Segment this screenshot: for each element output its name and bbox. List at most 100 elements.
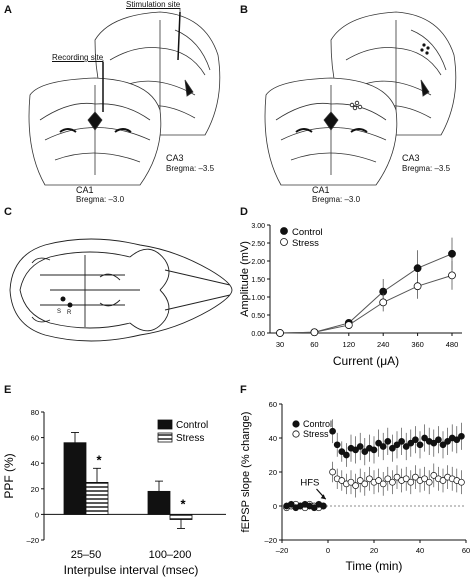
panel-label-c: C bbox=[4, 206, 12, 218]
y-tick-label: 0.50 bbox=[251, 313, 265, 320]
panel-label-f: F bbox=[240, 384, 247, 396]
x-axis-label: Time (min) bbox=[346, 559, 403, 573]
y-tick-label: 1.50 bbox=[251, 277, 265, 284]
bregma-upper-label-b: Bregma: –3.5 bbox=[402, 164, 451, 173]
y-tick-label: 2.50 bbox=[251, 241, 265, 248]
y-tick-label: 0 bbox=[35, 510, 39, 519]
significance-asterisk: * bbox=[96, 452, 102, 467]
data-point-control bbox=[407, 439, 415, 447]
data-point-control bbox=[352, 446, 359, 454]
y-tick-label: –20 bbox=[26, 536, 39, 545]
data-point-control bbox=[453, 436, 461, 444]
y-tick-label: 0.00 bbox=[251, 331, 265, 338]
legend-marker-stress bbox=[292, 430, 300, 438]
panel-b-brain-sections bbox=[264, 11, 457, 186]
data-point-stress bbox=[430, 472, 438, 479]
legend-marker-control bbox=[292, 420, 300, 428]
data-point-control bbox=[356, 443, 364, 450]
data-point-stress bbox=[329, 468, 336, 476]
marker-r-label: R bbox=[67, 310, 72, 316]
panel-label-a: A bbox=[4, 4, 12, 16]
data-point-stress bbox=[352, 482, 359, 489]
data-point-stress bbox=[356, 477, 364, 484]
hfs-label: HFS bbox=[300, 478, 319, 489]
y-tick-label: 20 bbox=[269, 468, 277, 477]
data-point-stress bbox=[366, 475, 373, 483]
data-point-control bbox=[287, 500, 295, 508]
x-tick-label: 40 bbox=[416, 546, 424, 555]
x-tick-label: 30 bbox=[276, 340, 284, 349]
legend-label-control: Control bbox=[292, 227, 323, 238]
bregma-lower-label-b: Bregma: –3.0 bbox=[312, 195, 361, 204]
data-point-stress bbox=[458, 478, 465, 486]
data-point-control bbox=[412, 436, 419, 444]
data-point-control bbox=[379, 443, 387, 450]
x-tick-label: 480 bbox=[446, 340, 459, 349]
legend-swatch-control bbox=[157, 419, 173, 430]
data-point-stress bbox=[425, 478, 433, 486]
legend-swatch-stress bbox=[157, 432, 173, 443]
data-point-stress bbox=[412, 473, 419, 481]
legend-label-stress: Stress bbox=[303, 429, 329, 439]
x-axis-label: Interpulse interval (msec) bbox=[64, 563, 199, 577]
y-axis-label: PPF (%) bbox=[2, 453, 16, 498]
data-point-control bbox=[310, 504, 318, 512]
data-point-control bbox=[361, 448, 369, 455]
legend-marker-stress bbox=[280, 238, 288, 246]
y-tick-label: 40 bbox=[269, 434, 277, 443]
bregma-lower-label-a: Bregma: –3.0 bbox=[76, 195, 125, 204]
bregma-upper-label-a: Bregma: –3.5 bbox=[166, 164, 215, 173]
x-axis-label: Current (μA) bbox=[333, 354, 399, 368]
x-tick-label: 120 bbox=[343, 340, 356, 349]
legend-label-stress: Stress bbox=[292, 238, 319, 249]
data-point-control bbox=[320, 502, 327, 510]
recording-site-dots bbox=[349, 100, 363, 111]
data-point-stress bbox=[344, 321, 353, 329]
data-point-control bbox=[375, 439, 382, 447]
data-point-control bbox=[398, 438, 405, 445]
data-point-control bbox=[416, 441, 424, 449]
bar-control bbox=[63, 442, 87, 515]
panel-a-brain-sections bbox=[28, 8, 221, 186]
data-point-stress bbox=[421, 475, 428, 483]
x-tick-label: –20 bbox=[276, 546, 289, 555]
data-point-control bbox=[384, 438, 392, 445]
y-tick-label: 20 bbox=[31, 485, 39, 494]
panel-label-e: E bbox=[4, 384, 12, 396]
data-point-stress bbox=[338, 477, 346, 484]
x-tick-label: 20 bbox=[370, 546, 378, 555]
data-point-control bbox=[393, 441, 401, 449]
chart-e-ppf: –20 0 20 40 60 80 * 25–50 * 100–200 Interpulse int… bbox=[2, 408, 226, 577]
legend-label-control: Control bbox=[176, 420, 208, 431]
x-category-label: 25–50 bbox=[71, 549, 102, 561]
recording-site-label: Recording site bbox=[52, 53, 104, 62]
y-tick-label: 1.00 bbox=[251, 295, 265, 302]
region-ca1-label-b: CA1 bbox=[312, 185, 330, 195]
stimulation-site-dots bbox=[420, 43, 430, 55]
y-tick-label: 3.00 bbox=[251, 223, 265, 230]
series-line-control bbox=[279, 253, 453, 334]
y-tick-label: 40 bbox=[31, 459, 39, 468]
data-point-stress bbox=[439, 477, 447, 484]
legend-label-control: Control bbox=[303, 419, 332, 429]
y-tick-label: 60 bbox=[269, 400, 277, 409]
data-point-control bbox=[333, 441, 341, 449]
legend-label-stress: Stress bbox=[176, 433, 204, 444]
y-axis-label: fEPSP slope (% change) bbox=[240, 412, 252, 533]
data-point-stress bbox=[384, 475, 392, 483]
data-point-stress bbox=[347, 478, 355, 486]
legend-marker-control bbox=[280, 227, 288, 235]
bar-control bbox=[147, 490, 171, 515]
data-point-stress bbox=[407, 478, 415, 486]
region-ca3-label-a: CA3 bbox=[166, 153, 184, 163]
data-point-stress bbox=[276, 329, 284, 337]
stimulation-electrode bbox=[177, 11, 181, 61]
data-point-control bbox=[389, 444, 396, 452]
x-tick-label: 0 bbox=[326, 546, 330, 555]
series-line-stress bbox=[279, 274, 453, 334]
x-category-label: 100–200 bbox=[149, 549, 192, 561]
data-point-stress bbox=[361, 480, 369, 488]
panel-label-b: B bbox=[240, 4, 248, 16]
electrode-markers bbox=[60, 296, 73, 308]
panel-c-skull-drawing: S R bbox=[9, 238, 233, 342]
